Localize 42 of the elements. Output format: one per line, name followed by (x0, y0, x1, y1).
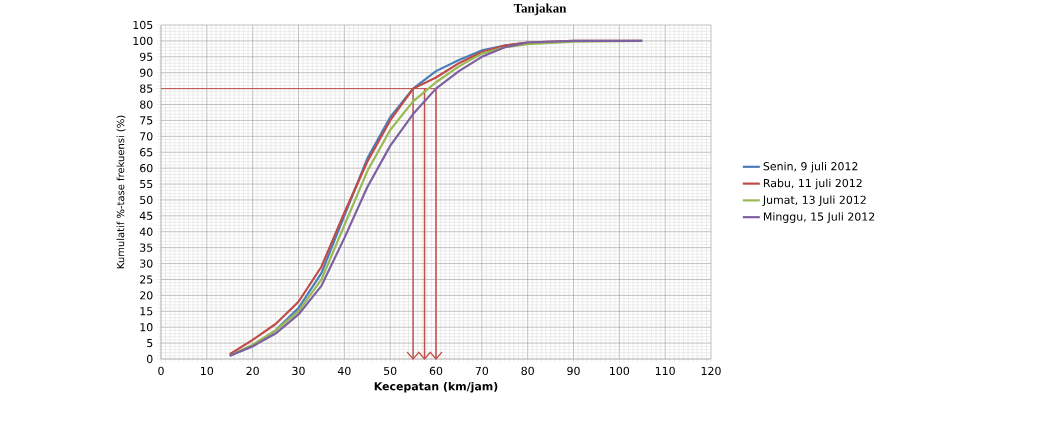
x-tick-label: 20 (246, 366, 259, 376)
y-tick-label: 55 (140, 179, 153, 189)
y-tick-label: 0 (146, 354, 153, 364)
chart-title: Tanjakan (513, 3, 567, 16)
y-tick-label: 50 (140, 195, 153, 205)
y-tick-label: 105 (133, 20, 153, 30)
y-axis-title: Kumulatif %-tase frekuensi (%) (116, 115, 126, 269)
x-tick-label: 60 (429, 366, 443, 376)
x-tick-label: 120 (701, 366, 721, 376)
x-tick-label: 30 (292, 366, 305, 376)
y-tick-label: 65 (140, 148, 153, 157)
y-tick-label: 10 (140, 323, 153, 332)
y-tick-label: 100 (133, 36, 153, 46)
legend-label: Jumat, 13 Juli 2012 (762, 195, 866, 206)
y-tick-label: 85 (140, 84, 153, 93)
x-tick-label: 10 (201, 366, 214, 376)
y-tick-label: 15 (140, 307, 153, 316)
x-tick-label: 90 (567, 366, 580, 376)
y-tick-label: 5 (147, 339, 153, 348)
y-tick-label: 45 (139, 211, 153, 220)
legend-label: Senin, 9 juli 2012 (763, 161, 858, 173)
y-tick-label: 25 (140, 275, 153, 284)
y-tick-label: 35 (140, 243, 153, 252)
x-tick-label: 0 (158, 366, 164, 376)
x-tick-label: 50 (384, 366, 397, 376)
y-tick-label: 90 (139, 68, 153, 77)
y-tick-label: 40 (139, 227, 153, 236)
y-tick-label: 95 (139, 52, 153, 61)
y-tick-label: 60 (140, 164, 153, 173)
x-axis-title: Kecepatan (km/jam) (374, 381, 498, 393)
x-tick-label: 40 (337, 366, 351, 376)
x-tick-label: 70 (475, 366, 489, 376)
y-tick-label: 75 (140, 116, 153, 125)
y-tick-label: 70 (140, 132, 153, 141)
x-tick-label: 80 (521, 366, 534, 376)
y-tick-label: 80 (140, 100, 153, 109)
x-tick-label: 110 (655, 366, 675, 376)
y-tick-label: 30 (140, 259, 153, 268)
legend-label: Rabu, 11 juli 2012 (763, 178, 862, 190)
x-tick-label: 100 (610, 366, 630, 376)
legend-label: Minggu, 15 Juli 2012 (763, 212, 875, 223)
y-tick-label: 20 (140, 291, 153, 300)
